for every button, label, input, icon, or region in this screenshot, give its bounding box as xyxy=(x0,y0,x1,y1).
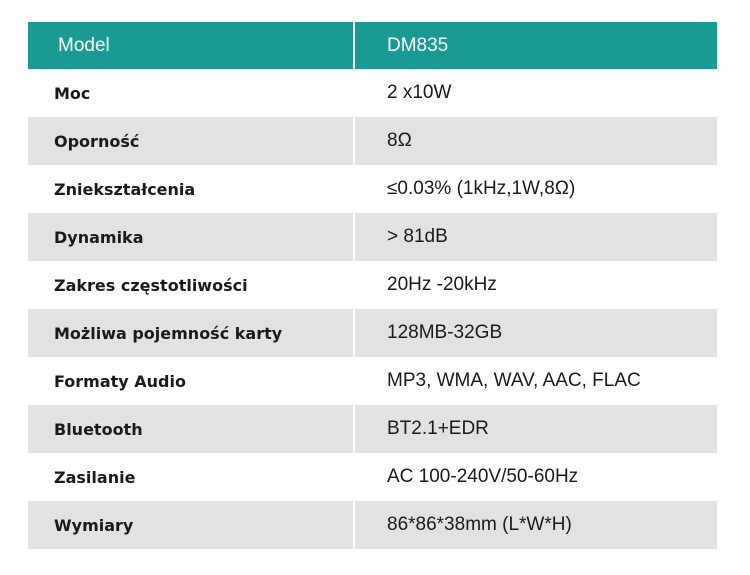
table-row: Zasilanie AC 100-240V/50-60Hz xyxy=(28,453,717,501)
spec-label: Wymiary xyxy=(28,501,355,549)
table-header-row: Model DM835 xyxy=(28,22,717,69)
table-row: Formaty Audio MP3, WMA, WAV, AAC, FLAC xyxy=(28,357,717,405)
table-row: Moc 2 x10W xyxy=(28,69,717,117)
table-row: Oporność 8Ω xyxy=(28,117,717,165)
spec-value: 86*86*38mm (L*W*H) xyxy=(354,501,717,549)
spec-label: Dynamika xyxy=(28,213,355,261)
spec-value: > 81dB xyxy=(354,213,717,261)
spec-value: MP3, WMA, WAV, AAC, FLAC xyxy=(387,370,641,391)
table-row: Zakres częstotliwości 20Hz -20kHz xyxy=(28,261,717,309)
spec-value: 128MB-32GB xyxy=(354,309,717,357)
table-row: Dynamika > 81dB xyxy=(28,213,717,261)
spec-label: Bluetooth xyxy=(28,405,355,453)
spec-value: AC 100-240V/50-60Hz xyxy=(387,466,579,487)
spec-label: Formaty Audio xyxy=(28,357,355,405)
spec-label: Zniekształcenia xyxy=(28,165,355,213)
table-row: Wymiary 86*86*38mm (L*W*H) xyxy=(28,501,717,549)
spec-value: BT2.1+EDR xyxy=(354,405,717,453)
spec-table: Model DM835 Moc 2 x10W Oporność 8Ω Zniek… xyxy=(28,22,717,549)
table-row: Możliwa pojemność karty 128MB-32GB xyxy=(28,309,717,357)
spec-label: Zasilanie xyxy=(28,453,355,501)
spec-value: 20Hz -20kHz xyxy=(387,274,497,295)
header-label: Model xyxy=(28,22,355,69)
spec-value: 8Ω xyxy=(354,117,717,165)
spec-label: Zakres częstotliwości xyxy=(28,261,355,309)
spec-label: Możliwa pojemność karty xyxy=(28,309,355,357)
spec-value: ≤0.03% (1kHz,1W,8Ω) xyxy=(387,178,576,199)
table-row: Bluetooth BT2.1+EDR xyxy=(28,405,717,453)
table-row: Zniekształcenia ≤0.03% (1kHz,1W,8Ω) xyxy=(28,165,717,213)
header-value: DM835 xyxy=(354,22,717,69)
spec-label: Oporność xyxy=(28,117,355,165)
spec-label: Moc xyxy=(28,69,355,117)
spec-value: 2 x10W xyxy=(387,82,452,103)
